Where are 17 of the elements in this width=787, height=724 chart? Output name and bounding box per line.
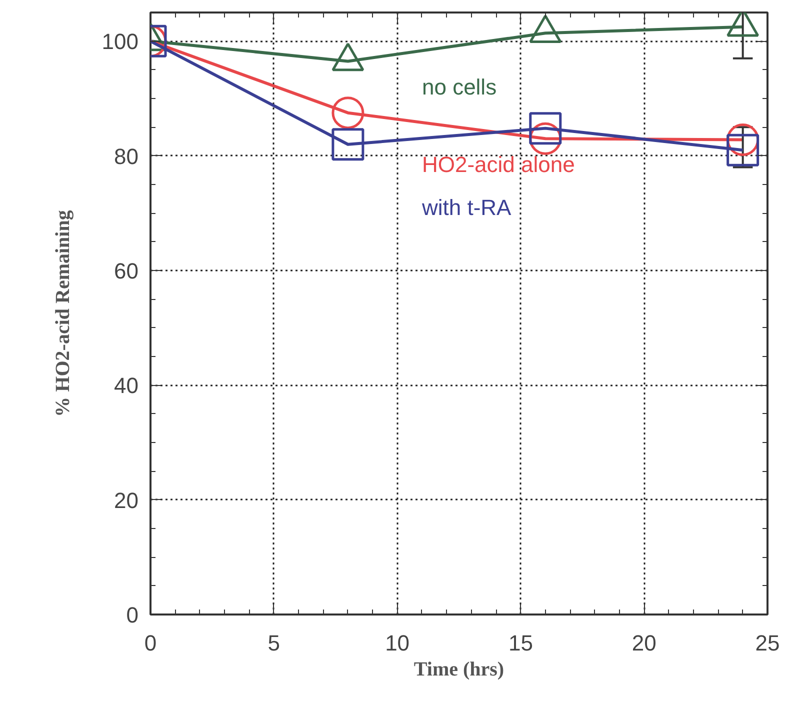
- y-tick-label: 100: [102, 29, 139, 54]
- series-label: no cells: [422, 74, 497, 100]
- y-axis-title: % HO2-acid Remaining: [52, 210, 74, 417]
- y-tick-label: 40: [114, 373, 139, 398]
- text: with t-RA: [420, 194, 512, 220]
- series-label: HO2-acid alone: [422, 152, 575, 177]
- y-tick-label: 60: [114, 258, 139, 284]
- x-tick-label: 10: [385, 630, 410, 656]
- y-tick-label: 0: [126, 602, 139, 628]
- x-tick-label: 0: [144, 630, 157, 656]
- x-tick-label: 5: [268, 630, 280, 656]
- y-tick-label: 20: [114, 488, 139, 513]
- x-tick-label: 20: [632, 630, 656, 656]
- y-tick-label: 80: [114, 144, 139, 169]
- x-tick-label: 25: [755, 630, 780, 656]
- x-tick-label: 15: [508, 630, 533, 656]
- x-axis-title: Time (hrs): [414, 658, 504, 680]
